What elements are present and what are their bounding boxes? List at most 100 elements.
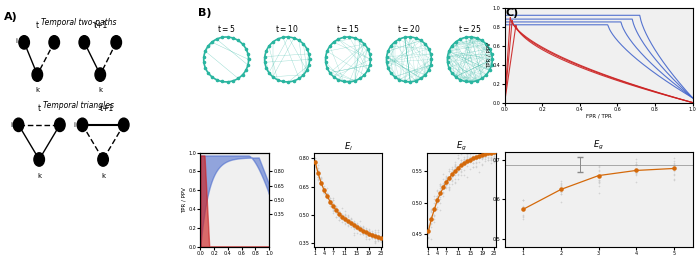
Point	[362, 47, 373, 51]
Point	[372, 233, 383, 237]
Point	[470, 155, 482, 159]
Circle shape	[77, 118, 88, 132]
Point	[668, 167, 679, 171]
Point	[298, 73, 309, 77]
Point	[474, 150, 485, 154]
Point	[310, 158, 321, 162]
Point	[555, 200, 567, 204]
Point	[593, 181, 604, 186]
Point	[474, 156, 485, 160]
Text: t: t	[38, 104, 41, 113]
Point	[331, 208, 342, 212]
Point	[366, 231, 377, 235]
Point	[518, 206, 529, 210]
Point	[432, 189, 443, 193]
Point	[435, 208, 446, 213]
Point	[429, 208, 440, 212]
Point	[288, 36, 299, 40]
Point	[477, 147, 488, 151]
Point	[232, 76, 244, 80]
Point	[313, 177, 324, 181]
Point	[340, 213, 351, 217]
Point	[489, 160, 500, 164]
Text: B): B)	[198, 8, 211, 18]
Point	[456, 152, 467, 156]
Point	[482, 155, 493, 159]
Point	[200, 49, 211, 53]
Point	[370, 235, 381, 239]
Point	[482, 156, 493, 160]
Point	[349, 79, 361, 83]
Point	[267, 75, 278, 79]
Point	[480, 158, 491, 162]
Point	[211, 37, 222, 41]
Point	[481, 73, 492, 77]
Title: t$=$25: t$=$25	[458, 23, 482, 34]
Point	[465, 149, 476, 153]
Point	[429, 207, 440, 211]
Point	[668, 163, 679, 167]
Point	[474, 151, 485, 155]
Point	[394, 37, 405, 41]
Point	[383, 66, 394, 70]
Point	[470, 155, 482, 159]
Circle shape	[118, 118, 129, 132]
Point	[423, 226, 434, 230]
Point	[340, 213, 351, 217]
Point	[315, 180, 326, 185]
Point	[477, 145, 488, 149]
Point	[324, 196, 335, 200]
Point	[389, 40, 400, 44]
Point	[405, 80, 416, 84]
Point	[429, 217, 440, 221]
Point	[444, 167, 455, 171]
Point	[465, 156, 476, 160]
Point	[471, 79, 482, 83]
Point	[328, 75, 339, 79]
Point	[345, 217, 356, 221]
Point	[429, 197, 440, 201]
Point	[349, 223, 360, 227]
Point	[344, 80, 355, 84]
Point	[372, 238, 383, 242]
Point	[482, 158, 493, 162]
Point	[477, 152, 488, 157]
Point	[328, 205, 339, 209]
Point	[453, 166, 464, 170]
Point	[340, 214, 351, 218]
Point	[370, 240, 381, 244]
Point	[342, 214, 354, 218]
Point	[593, 173, 604, 178]
Point	[399, 79, 410, 84]
Point	[345, 220, 356, 224]
Point	[470, 155, 482, 159]
Point	[370, 235, 381, 239]
Point	[489, 144, 500, 148]
Point	[381, 54, 393, 59]
Point	[668, 164, 679, 169]
Point	[315, 180, 326, 184]
Point	[438, 191, 449, 195]
Point	[486, 151, 497, 155]
Point	[328, 196, 339, 200]
Point	[477, 163, 488, 167]
Point	[450, 164, 461, 168]
Point	[465, 149, 476, 153]
Point	[432, 195, 443, 199]
Point	[432, 198, 443, 202]
Point	[441, 175, 452, 179]
Point	[432, 196, 443, 200]
Point	[200, 66, 211, 70]
Point	[438, 194, 449, 198]
Point	[474, 151, 485, 155]
Title: $E_l$: $E_l$	[344, 140, 352, 153]
Point	[298, 42, 309, 46]
Point	[444, 188, 455, 192]
Point	[482, 151, 493, 155]
Point	[362, 68, 373, 72]
Point	[438, 182, 449, 186]
Point	[328, 201, 339, 205]
Point	[328, 203, 339, 207]
Point	[459, 157, 470, 161]
Point	[668, 167, 679, 171]
